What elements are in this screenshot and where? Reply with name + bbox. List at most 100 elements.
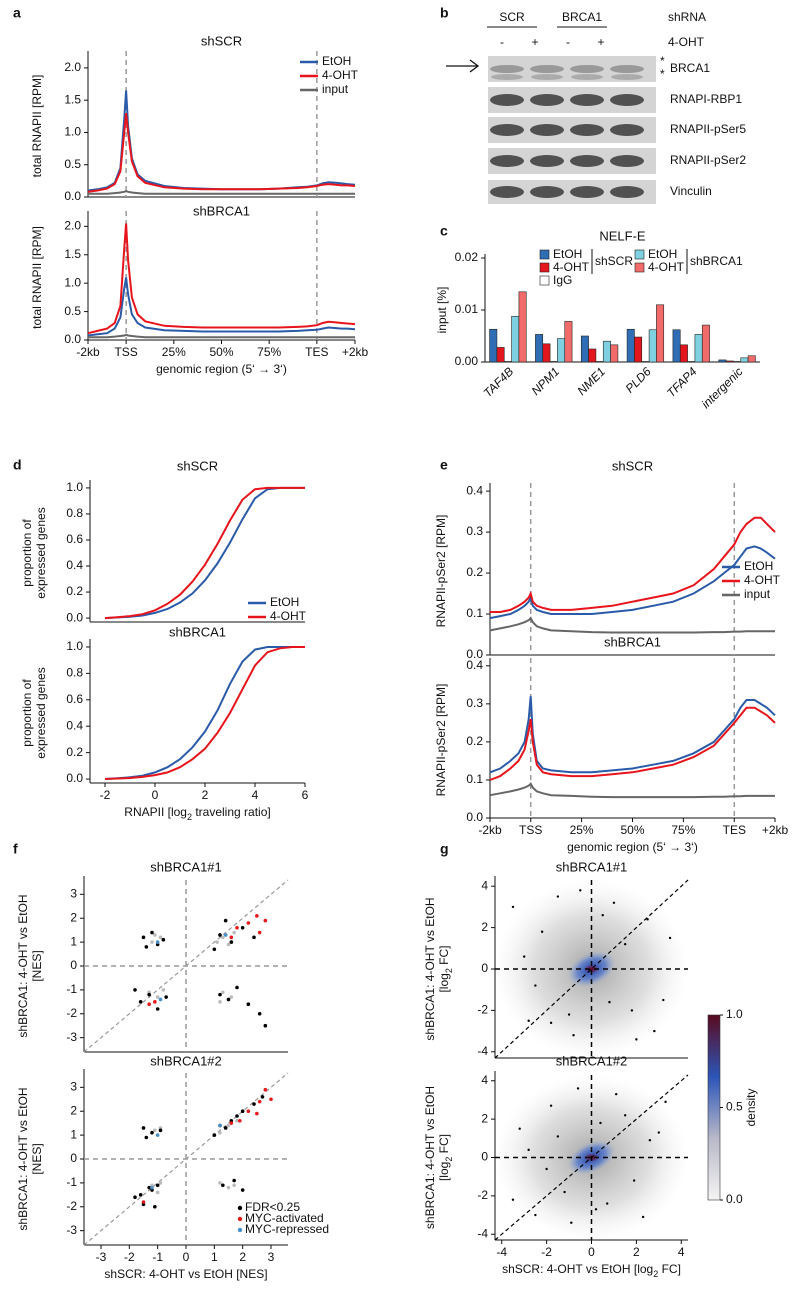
legend-label: 4-OHT	[648, 260, 685, 274]
blot-band	[570, 65, 604, 73]
line	[489, 782, 775, 799]
point	[218, 992, 222, 997]
y-tick-label: 0.6	[66, 692, 83, 706]
bar	[549, 361, 558, 363]
point	[235, 925, 239, 930]
bar	[542, 343, 551, 363]
x-axis-label-part: 2	[653, 1269, 658, 1279]
y-tick-label: 1	[70, 1127, 77, 1141]
bar	[503, 361, 512, 363]
x-axis-label: shSCR: 4-OHT vs EtOH [log2 FC]	[502, 1262, 681, 1279]
y-tick-label: 0.0	[466, 810, 483, 824]
bar	[496, 347, 505, 363]
point	[235, 985, 239, 990]
point	[606, 1202, 609, 1205]
colorbar	[707, 1014, 721, 1201]
point	[164, 995, 168, 999]
y-tick-label: 0	[70, 1151, 77, 1165]
identity-line	[494, 1074, 689, 1241]
point	[155, 1183, 160, 1188]
point	[226, 997, 231, 1002]
y-tick-label: 2	[70, 1103, 77, 1117]
blot-treatment: +	[531, 35, 538, 49]
point	[511, 1198, 515, 1201]
y-tick-label: 4	[481, 1073, 488, 1087]
x-tick-label: -4	[496, 1245, 507, 1259]
point	[668, 936, 672, 940]
point	[641, 1215, 645, 1219]
x-tick-label: NME1	[574, 364, 607, 397]
blot-band	[490, 155, 524, 167]
point	[563, 1190, 566, 1194]
bar	[535, 334, 544, 363]
y-tick-label: -2	[66, 1199, 77, 1213]
bar	[740, 357, 749, 363]
point	[238, 1118, 242, 1123]
legend-label: MYC-activated	[245, 1211, 324, 1225]
blot-band	[530, 65, 564, 73]
y-axis-label: proportion ofexpressed genes	[20, 507, 48, 598]
y-axis-label-line: [NES]	[30, 1143, 44, 1174]
point	[260, 1095, 265, 1099]
point	[608, 1000, 611, 1004]
point	[657, 1131, 661, 1134]
x-tick-label: 0	[183, 1250, 190, 1264]
point	[138, 1000, 143, 1004]
bar	[557, 338, 566, 363]
legend-swatch	[634, 249, 645, 260]
y-axis-label-line: shBRCA1: 4-OHT vs EtOH	[16, 1087, 30, 1230]
point	[229, 995, 234, 999]
point	[150, 1130, 154, 1135]
bar	[511, 315, 520, 363]
point	[229, 1121, 234, 1125]
y-tick-label: 1.5	[64, 247, 81, 261]
legend-label: input	[744, 587, 771, 601]
point	[527, 1148, 530, 1152]
point	[255, 1111, 259, 1116]
point	[255, 914, 259, 918]
panel-label: e	[440, 457, 448, 473]
x-axis-label-part: shSCR: 4-OHT vs EtOH [log	[502, 1262, 653, 1276]
point	[518, 1127, 521, 1130]
chart-title: shBRCA1	[169, 624, 226, 639]
y-axis-label-line: expressed genes	[34, 507, 48, 598]
blot-band	[490, 124, 524, 136]
legend-label: FDR<0.25	[245, 1200, 300, 1214]
y-tick-label: 0.6	[66, 532, 83, 546]
x-tick-label: 3	[268, 1250, 275, 1264]
x-tick-label: 25%	[570, 823, 594, 837]
bar	[564, 321, 573, 363]
point	[540, 930, 544, 933]
blot-row-label: Vinculin	[670, 184, 712, 198]
x-axis-label: genomic region (5‘ → 3‘)	[567, 840, 698, 854]
y-tick-label: 1.0	[66, 480, 83, 494]
blot-row-label: BRCA1	[670, 61, 710, 75]
point	[570, 1221, 573, 1224]
panel-label: b	[440, 5, 449, 21]
chart-title: shBRCA1	[193, 203, 250, 218]
legend-group-label: shBRCA1	[690, 254, 743, 268]
point	[263, 1087, 268, 1092]
y-tick-label: -3	[66, 1030, 77, 1044]
y-tick-label: 2	[70, 910, 77, 924]
blot-band	[610, 94, 644, 106]
point	[155, 1133, 160, 1137]
chart-title: NELF-E	[599, 228, 646, 243]
panel-label: a	[13, 5, 21, 21]
bar	[656, 304, 665, 363]
blot-band	[490, 65, 524, 73]
blot-band	[490, 94, 524, 106]
point	[141, 1126, 146, 1130]
point	[534, 1213, 537, 1217]
point	[133, 988, 137, 992]
y-tick-label: 0.4	[66, 558, 83, 572]
colorbar-tick-label: 0.5	[726, 1100, 743, 1114]
legend-label: 4-OHT	[270, 609, 307, 623]
bar	[672, 329, 681, 363]
point	[155, 1007, 160, 1011]
bar	[518, 291, 527, 363]
point	[549, 1104, 553, 1107]
point	[630, 1009, 634, 1012]
point	[257, 1099, 262, 1104]
blot-row-label: RNAPII-pSer2	[670, 153, 746, 167]
